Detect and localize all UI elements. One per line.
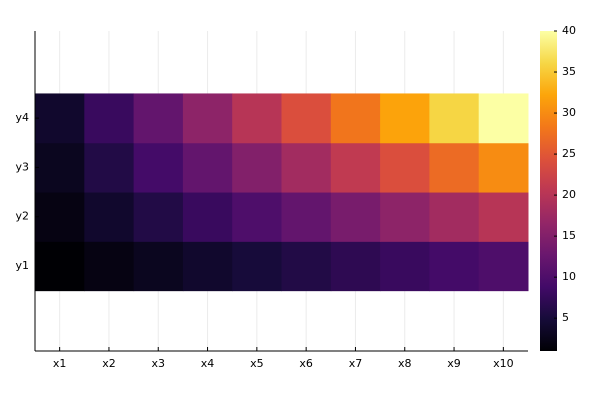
heatmap-cell [330, 93, 381, 144]
colorbar-tick-label: 40 [562, 24, 576, 37]
heatmap-cell [35, 93, 85, 144]
colorbar-tick-label: 10 [562, 270, 576, 283]
x-tick-label: x9 [447, 357, 461, 370]
heatmap-cell [133, 241, 184, 292]
heatmap-cell [281, 93, 332, 144]
heatmap-cell [478, 93, 529, 144]
heatmap-cell [133, 142, 184, 193]
y-tick-label: y4 [15, 111, 29, 124]
heatmap-cell [182, 142, 233, 193]
heatmap-cell [84, 192, 135, 242]
colorbar-tick-label: 15 [562, 229, 576, 242]
heatmap-cell [281, 241, 332, 292]
heatmap-cell [232, 93, 282, 144]
x-tick-label: x6 [299, 357, 313, 370]
heatmap-cell [35, 142, 85, 193]
heatmap-cell [478, 192, 529, 242]
heatmap-cell [232, 192, 282, 242]
heatmap-cell [35, 241, 85, 292]
heatmap-cell [84, 241, 135, 292]
y-tick-label: y2 [15, 210, 29, 223]
x-tick-label: x1 [53, 357, 67, 370]
heatmap-cell [478, 142, 529, 193]
heatmap-cell [330, 142, 381, 193]
colorbar-tick-label: 25 [562, 147, 576, 160]
heatmap-cell [429, 142, 480, 193]
x-tick-label: x8 [398, 357, 412, 370]
heatmap-cell [330, 192, 381, 242]
heatmap-cell [429, 93, 480, 144]
x-tick-label: x7 [349, 357, 363, 370]
heatmap-cell [380, 93, 430, 144]
heatmap-cell [84, 93, 135, 144]
heatmap-cell [330, 241, 381, 292]
heatmap-cell [35, 192, 85, 242]
colorbar-tick-label: 30 [562, 106, 576, 119]
heatmap-cell [380, 142, 430, 193]
colorbar-tick-label: 35 [562, 65, 576, 78]
heatmap-cell [84, 142, 135, 193]
heatmap-cell [232, 142, 282, 193]
heatmap-cell [429, 241, 480, 292]
heatmap-cell [182, 192, 233, 242]
heatmap-cell [380, 241, 430, 292]
x-tick-label: x5 [250, 357, 264, 370]
heatmap-cell [182, 93, 233, 144]
x-tick-label: x2 [102, 357, 116, 370]
heatmap-cell [133, 192, 184, 242]
heatmap-cell [281, 192, 332, 242]
heatmap-cell [380, 192, 430, 242]
x-tick-label: x10 [493, 357, 514, 370]
colorbar-tick-label: 5 [562, 311, 569, 324]
y-tick-label: y3 [15, 160, 29, 173]
y-tick-label: y1 [15, 259, 29, 272]
heatmap-cell [429, 192, 480, 242]
heatmap-cell [133, 93, 184, 144]
heatmap-cell [478, 241, 529, 292]
colorbar [540, 31, 557, 351]
heatmap-cell [182, 241, 233, 292]
colorbar-tick-label: 20 [562, 188, 576, 201]
heatmap-cell [281, 142, 332, 193]
x-tick-label: x3 [151, 357, 165, 370]
heatmap-cell [232, 241, 282, 292]
x-tick-label: x4 [201, 357, 215, 370]
